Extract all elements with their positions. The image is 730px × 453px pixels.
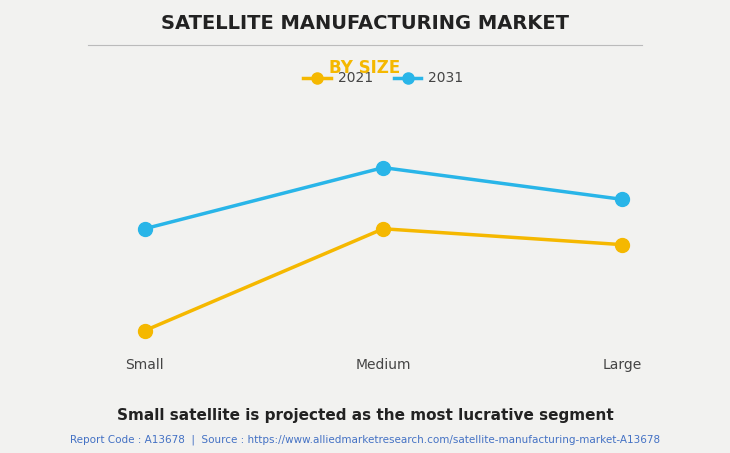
Text: BY SIZE: BY SIZE <box>329 59 401 77</box>
Text: SATELLITE MANUFACTURING MARKET: SATELLITE MANUFACTURING MARKET <box>161 14 569 33</box>
Text: Small satellite is projected as the most lucrative segment: Small satellite is projected as the most… <box>117 408 613 423</box>
Legend: 2021, 2031: 2021, 2031 <box>297 66 469 91</box>
Text: Report Code : A13678  |  Source : https://www.alliedmarketresearch.com/satellite: Report Code : A13678 | Source : https://… <box>70 435 660 445</box>
